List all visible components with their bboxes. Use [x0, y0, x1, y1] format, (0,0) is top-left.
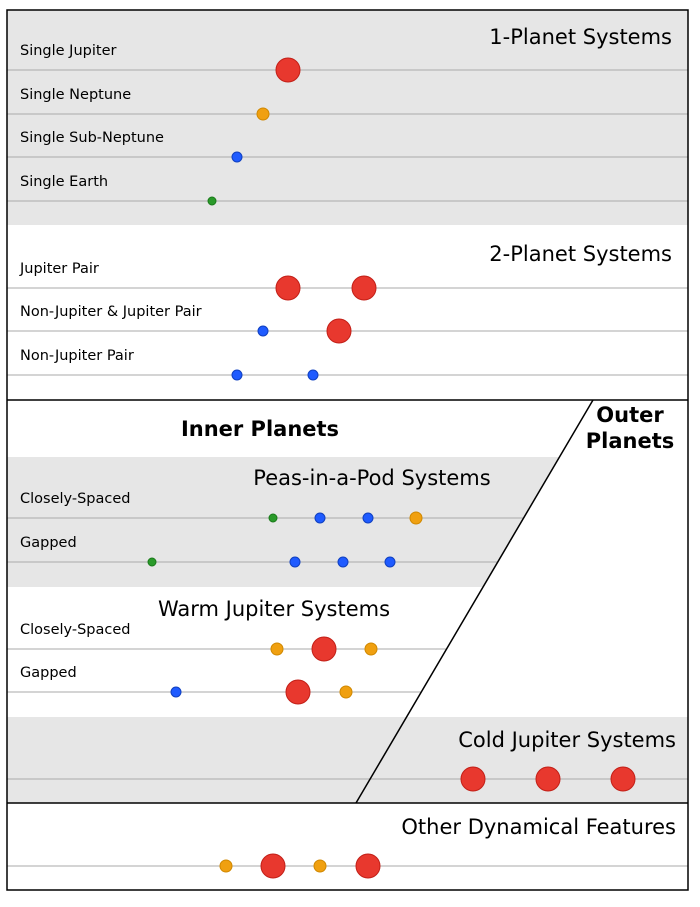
planet — [260, 853, 286, 879]
row-label: Gapped — [20, 535, 77, 551]
planet — [364, 642, 378, 656]
row-label: Non-Jupiter Pair — [20, 348, 134, 364]
planet — [384, 556, 396, 568]
planet — [289, 556, 301, 568]
planet — [207, 196, 217, 206]
planet — [275, 57, 301, 83]
planet — [285, 679, 311, 705]
section-title: Other Dynamical Features — [401, 815, 676, 839]
planet — [275, 275, 301, 301]
planet — [337, 556, 349, 568]
planet — [351, 275, 377, 301]
row-label: Single Earth — [20, 174, 108, 190]
planet — [610, 766, 636, 792]
outer-label: Outer Planets — [585, 403, 675, 453]
planet — [362, 512, 374, 524]
section-title: 2-Planet Systems — [489, 242, 672, 266]
planet — [147, 557, 157, 567]
planet — [326, 318, 352, 344]
planet — [409, 511, 423, 525]
band — [7, 10, 688, 225]
planet — [313, 859, 327, 873]
planet — [311, 636, 337, 662]
planet — [314, 512, 326, 524]
divider — [355, 399, 594, 804]
planet — [307, 369, 319, 381]
planet — [257, 325, 269, 337]
planet — [339, 685, 353, 699]
section-title: Warm Jupiter Systems — [158, 597, 390, 621]
planet — [219, 859, 233, 873]
row-label: Non-Jupiter & Jupiter Pair — [20, 304, 202, 320]
planet — [270, 642, 284, 656]
row-label: Single Neptune — [20, 87, 131, 103]
row-label: Gapped — [20, 665, 77, 681]
planet — [170, 686, 182, 698]
frame — [6, 9, 689, 891]
section-title: Peas-in-a-Pod Systems — [253, 466, 490, 490]
section-title: Cold Jupiter Systems — [458, 728, 676, 752]
row-label: Closely-Spaced — [20, 622, 130, 638]
section-title: 1-Planet Systems — [489, 25, 672, 49]
row-label: Jupiter Pair — [19, 261, 99, 277]
band — [7, 457, 560, 587]
row-label: Closely-Spaced — [20, 491, 130, 507]
planet — [231, 151, 243, 163]
planet — [460, 766, 486, 792]
row-label: Single Jupiter — [20, 43, 116, 59]
planet — [268, 513, 278, 523]
planet — [231, 369, 243, 381]
inner-label: Inner Planets — [181, 417, 339, 441]
planet — [355, 853, 381, 879]
planet — [256, 107, 270, 121]
row-label: Single Sub-Neptune — [20, 130, 164, 146]
planet — [535, 766, 561, 792]
band — [7, 717, 688, 803]
